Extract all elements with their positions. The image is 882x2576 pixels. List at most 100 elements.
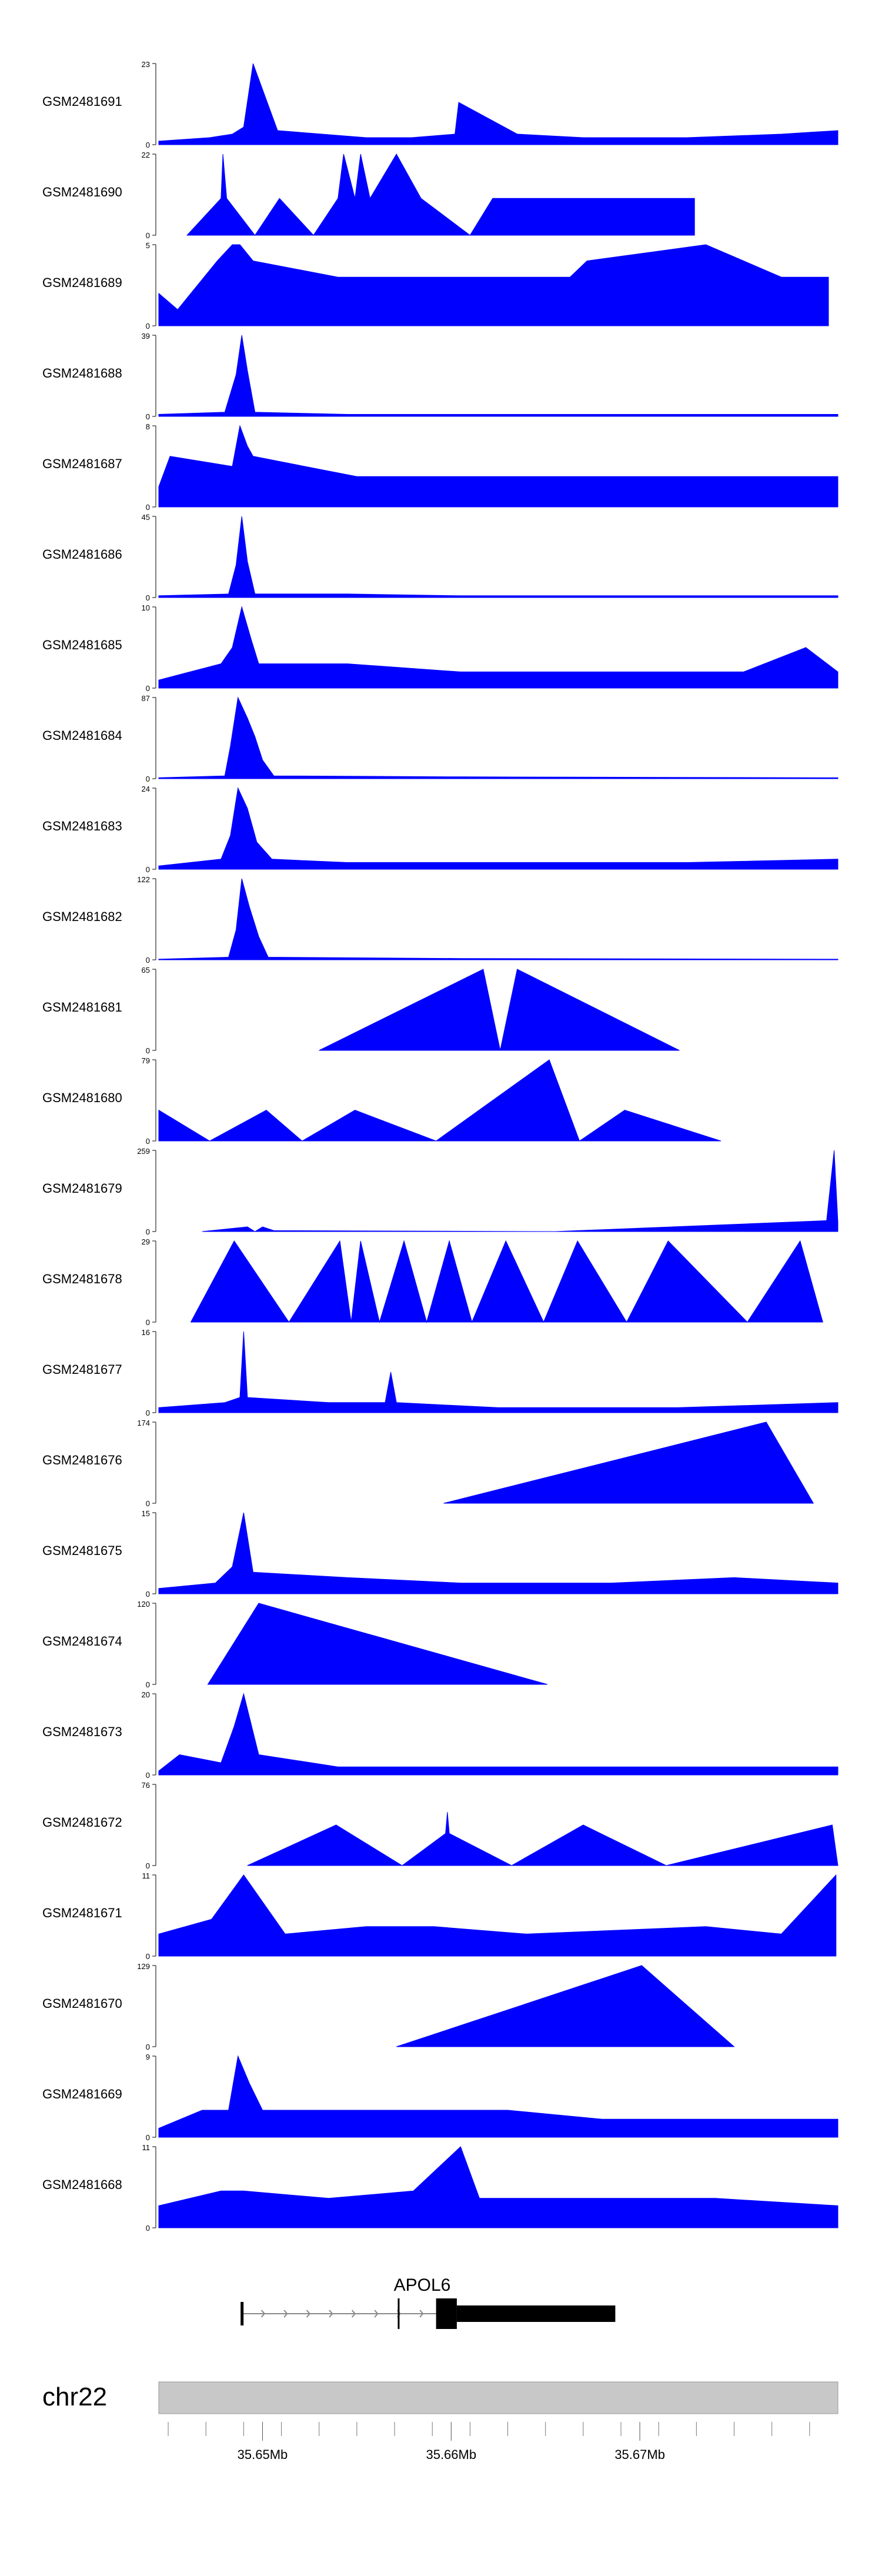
y-tick-label: 0 [146,503,150,512]
signal-area [319,969,680,1051]
chromosome-band [158,2381,838,2414]
track-label: GSM2481670 [42,1996,122,2011]
y-tick-label: 76 [142,1781,150,1790]
track-GSM2481672: GSM2481672 76 0 [42,1781,838,1870]
y-tick-label: 0 [146,2224,150,2233]
y-tick-label: 0 [146,956,150,965]
y-tick-label: 0 [146,322,150,331]
y-tick-label: 15 [142,1509,150,1518]
signal-area [158,2146,838,2228]
y-tick-label: 0 [146,775,150,783]
y-tick-label: 11 [142,1871,151,1880]
y-tick-label: 0 [146,1499,150,1508]
track-label: GSM2481690 [42,185,122,199]
signal-area [443,1422,814,1504]
track-GSM2481683: GSM2481683 24 0 [42,785,838,874]
track-label: GSM2481686 [42,547,122,562]
track-label: GSM2481691 [42,94,122,109]
strand-arrow [283,2310,288,2318]
track-GSM2481677: GSM2481677 16 0 [42,1328,838,1417]
y-tick-label: 9 [146,2053,150,2061]
gene-exon [436,2298,457,2329]
track-label: GSM2481669 [42,2087,122,2101]
y-tick-label: 22 [142,151,150,159]
strand-arrow [306,2310,310,2318]
y-tick-label: 0 [146,231,150,240]
signal-area [158,1874,837,1957]
signal-area [158,878,838,960]
track-GSM2481686: GSM2481686 45 0 [42,513,838,602]
track-label: GSM2481679 [42,1181,122,1196]
y-tick-label: 0 [146,412,150,421]
y-tick-label: 16 [142,1328,150,1337]
y-tick-label: 79 [142,1056,150,1065]
strand-arrow [351,2310,356,2318]
gene-track: APOL6 [240,2275,616,2329]
signal-area [158,63,838,145]
y-tick-label: 0 [146,593,150,602]
chromosome-label: chr22 [42,2383,107,2411]
y-tick-label: 23 [142,60,150,69]
track-label: GSM2481675 [42,1543,122,1558]
track-label: GSM2481678 [42,1272,122,1286]
signal-area [158,787,838,870]
track-label: GSM2481674 [42,1634,122,1649]
strand-arrow [374,2310,379,2318]
y-tick-label: 0 [146,141,150,149]
track-label: GSM2481684 [42,728,122,743]
track-GSM2481668: GSM2481668 11 0 [42,2143,838,2233]
y-tick-label: 174 [137,1419,150,1427]
gene-label: APOL6 [394,2275,451,2295]
signal-area [158,1512,838,1594]
track-label: GSM2481668 [42,2177,122,2192]
track-label: GSM2481681 [42,1000,122,1015]
track-GSM2481679: GSM2481679 259 0 [42,1147,838,1236]
track-label: GSM2481685 [42,638,122,652]
signal-area [158,335,838,417]
track-label: GSM2481677 [42,1362,122,1377]
y-tick-label: 24 [142,785,150,793]
track-label: GSM2481680 [42,1090,122,1105]
y-tick-label: 87 [142,694,150,703]
gene-model [240,2298,616,2329]
track-label: GSM2481672 [42,1815,122,1830]
y-tick-label: 0 [146,1318,150,1327]
y-tick-label: 0 [146,1680,150,1689]
signal-area [202,1150,838,1232]
signal-area [158,1331,838,1413]
signal-area [396,1965,735,2047]
signal-area [158,606,838,689]
signal-area [158,1059,721,1142]
y-tick-label: 120 [137,1600,150,1609]
y-tick-label: 0 [146,1046,150,1055]
y-tick-label: 0 [146,865,150,874]
track-GSM2481687: GSM2481687 8 0 [42,422,838,512]
track-GSM2481678: GSM2481678 29 0 [42,1237,823,1327]
ideogram-track: chr22 35.65Mb 35.66Mb 35.67Mb [42,2381,838,2462]
track-label: GSM2481688 [42,366,122,381]
track-GSM2481676: GSM2481676 174 0 [42,1419,814,1508]
track-GSM2481671: GSM2481671 11 0 [42,1871,837,1961]
track-GSM2481685: GSM2481685 10 0 [42,603,838,693]
track-label: GSM2481676 [42,1453,122,1467]
y-tick-label: 0 [146,684,150,693]
y-tick-label: 11 [142,2143,151,2152]
track-GSM2481688: GSM2481688 39 0 [42,332,838,421]
y-tick-label: 8 [146,422,150,431]
y-tick-label: 10 [142,603,150,612]
signal-area [158,696,838,779]
signal-area [186,153,695,236]
y-tick-label: 29 [142,1237,150,1246]
track-GSM2481690: GSM2481690 22 0 [42,151,695,240]
signal-area [158,2055,838,2138]
gene-exon [240,2302,244,2325]
gene-cds-block [456,2305,616,2322]
y-tick-label: 65 [142,966,150,975]
strand-arrow [419,2310,424,2318]
data-tracks: GSM2481691230GSM2481690220GSM248168950GS… [42,60,838,2233]
strand-arrow [329,2310,333,2318]
signal-area [158,516,838,598]
y-tick-label: 0 [146,1771,150,1780]
track-GSM2481680: GSM2481680 79 0 [42,1056,721,1146]
y-tick-label: 0 [146,1137,150,1146]
